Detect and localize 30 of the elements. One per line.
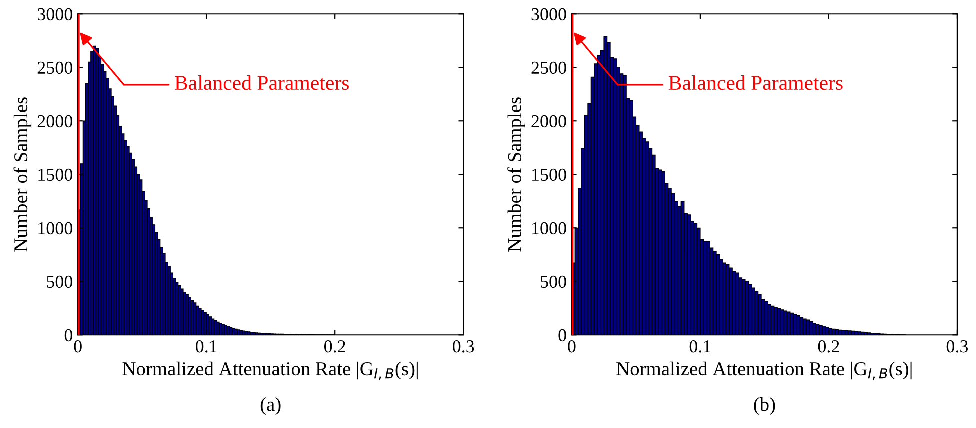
x-tick-label: 0.1 — [196, 340, 217, 353]
x-axis-title: Normalized Attenuation Rate |G$_{I,B}$(s)| — [122, 362, 418, 380]
y-tick-label: 1500 — [38, 168, 73, 182]
y-tick-label: 2500 — [532, 62, 566, 74]
y-tick-label: 2500 — [38, 62, 73, 74]
annotation: Balanced Parameters — [175, 75, 349, 90]
y-tick-label: 500 — [47, 276, 73, 288]
x-tick-label: 0.2 — [324, 340, 346, 353]
text: (a) — [260, 398, 281, 416]
y-axis-title: Number of Samples — [14, 98, 32, 252]
y-tick-label: 2000 — [38, 115, 73, 128]
y-tick-label: 500 — [541, 276, 566, 288]
x-tick-label: 0.1 — [690, 340, 711, 353]
y-tick-label: 3000 — [38, 8, 73, 21]
x-axis-title: Normalized Attenuation Rate |G$_{I,B}$(s)| — [616, 362, 912, 380]
x-tick-label: 0.3 — [453, 340, 474, 353]
x-tick-label: 0.3 — [946, 340, 968, 353]
y-tick-label: 1000 — [532, 222, 566, 235]
y-tick-label: 1000 — [38, 222, 73, 235]
x-tick-label: 0.2 — [818, 340, 840, 353]
y-tick-label: 0 — [558, 329, 566, 342]
text: (b) — [754, 398, 776, 416]
annotation: Balanced Parameters — [668, 75, 843, 90]
y-tick-label: 2000 — [532, 115, 566, 128]
x-tick-label: 0 — [568, 340, 576, 353]
y-tick-label: 1500 — [532, 168, 566, 182]
y-tick-label: 0 — [64, 329, 73, 342]
x-tick-label: 0 — [74, 340, 82, 353]
y-axis-title: Number of Samples — [508, 98, 526, 252]
y-tick-label: 3000 — [532, 8, 566, 21]
